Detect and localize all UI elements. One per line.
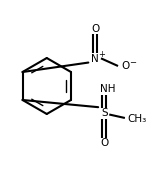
Text: −: − — [129, 58, 136, 67]
Text: CH₃: CH₃ — [127, 114, 146, 124]
Text: O: O — [121, 61, 130, 71]
Text: S: S — [101, 108, 107, 118]
Text: O: O — [91, 24, 99, 34]
Text: +: + — [99, 50, 105, 59]
Text: NH: NH — [100, 84, 116, 94]
Text: O: O — [100, 138, 108, 148]
Text: N: N — [91, 54, 99, 64]
